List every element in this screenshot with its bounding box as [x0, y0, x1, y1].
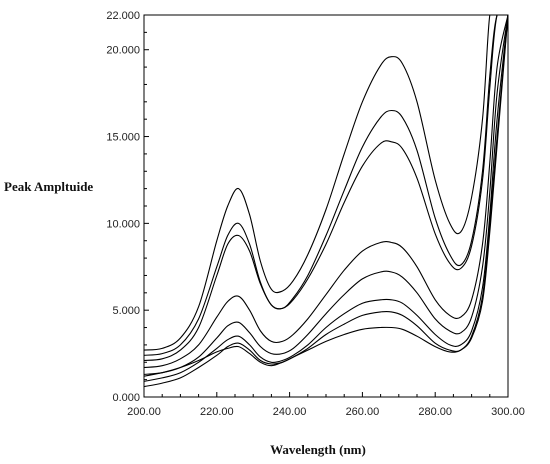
x-tick-label: 300.00: [491, 406, 525, 418]
y-tick-label: 22.000: [106, 10, 140, 22]
series-line-8: [144, 15, 508, 377]
series-line-3: [144, 15, 508, 362]
y-axis-ticks: 0.000 5.000 10.000 15.000 20.000 22.000: [106, 10, 149, 404]
y-tick-label: 0.000: [112, 392, 140, 404]
x-tick-label: 240.00: [273, 406, 307, 418]
y-tick-label: 20.000: [106, 45, 140, 57]
series-line-1: [144, 15, 508, 351]
series-line-2: [144, 15, 508, 356]
x-tick-label: 280.00: [418, 406, 452, 418]
plot-frame: [143, 14, 509, 398]
series-line-7: [144, 15, 508, 388]
x-tick-label: 220.00: [200, 406, 234, 418]
x-tick-label: 200.00: [127, 406, 161, 418]
x-axis-title: Wavelength (nm): [270, 442, 366, 457]
series-line-6: [144, 15, 508, 382]
series-line-5: [144, 15, 508, 375]
x-axis-ticks: 200.00 220.00 240.00 260.00 280.00 300.00: [127, 392, 525, 418]
y-tick-label: 15.000: [106, 132, 140, 144]
plot-border: [143, 14, 509, 398]
x-tick-label: 260.00: [346, 406, 380, 418]
series-lines: [144, 15, 508, 388]
y-tick-label: 5.000: [112, 305, 140, 317]
series-line-4: [144, 15, 508, 369]
y-axis-title: Peak Ampltuide: [4, 179, 93, 194]
y-tick-label: 10.000: [106, 218, 140, 230]
